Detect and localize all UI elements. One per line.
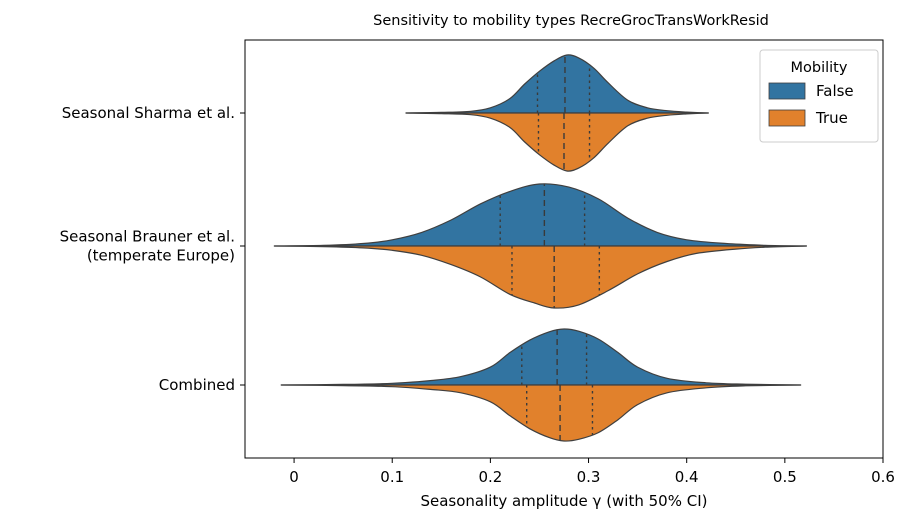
plot-area (273, 54, 807, 442)
x-tick-label: 0.2 (478, 468, 502, 486)
y-tick-label: Combined (159, 376, 235, 394)
legend: Mobility False True (759, 49, 879, 143)
legend-swatch-false (768, 82, 806, 100)
x-tick-label: 0.1 (380, 468, 404, 486)
y-tick-labels: Seasonal Sharma et al. Seasonal Brauner e… (60, 104, 245, 394)
violin-half-false-2 (273, 183, 807, 247)
x-axis-label: Seasonality amplitude γ (with 50% CI) (420, 492, 707, 510)
legend-label-true: True (815, 109, 848, 127)
axes-frame (244, 39, 884, 459)
y-tick-label: (temperate Europe) (87, 247, 235, 265)
violin-half-true-2 (273, 245, 807, 309)
legend-swatch-true (768, 109, 806, 127)
x-axis: 0 0.1 0.2 0.3 0.4 0.5 0.6 (289, 458, 895, 486)
x-tick-label: 0 (289, 468, 299, 486)
x-tick-label: 0.4 (675, 468, 699, 486)
legend-title: Mobility (791, 60, 848, 76)
violin-half-true-3 (280, 384, 802, 442)
x-tick-label: 0.6 (871, 468, 895, 486)
x-tick-label: 0.3 (577, 468, 601, 486)
y-tick-label: Seasonal Sharma et al. (62, 104, 235, 122)
violin-half-false-1 (405, 54, 709, 114)
violin-half-true-1 (405, 112, 709, 172)
violin-half-false-3 (280, 328, 802, 386)
x-tick-label: 0.5 (773, 468, 797, 486)
legend-label-false: False (816, 82, 854, 100)
y-tick-label: Seasonal Brauner et al. (60, 228, 235, 246)
chart-title: Sensitivity to mobility types RecreGrocT… (373, 13, 769, 29)
